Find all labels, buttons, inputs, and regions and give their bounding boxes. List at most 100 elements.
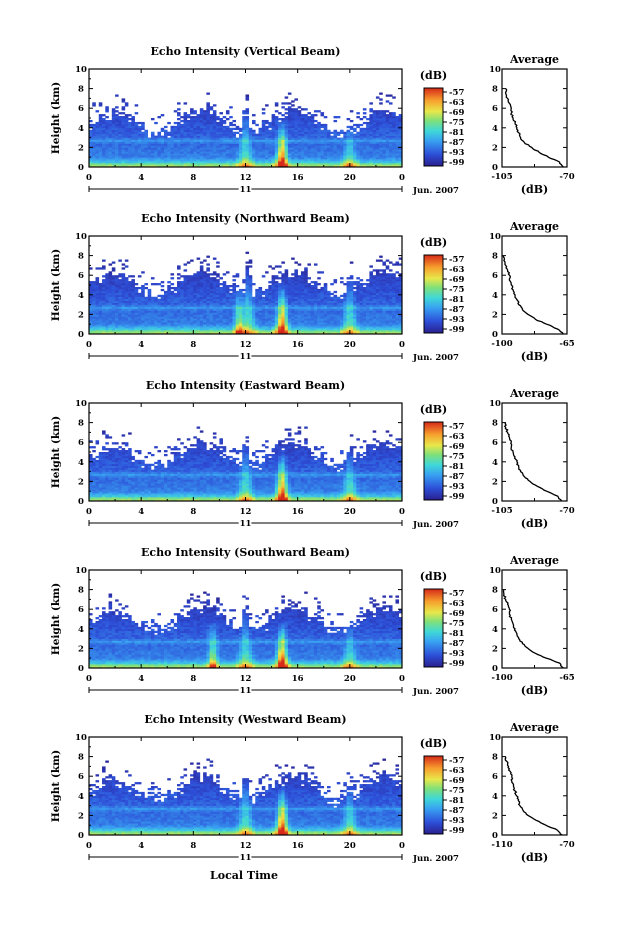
heatmap-cell [333, 330, 338, 333]
heatmap-cell [216, 286, 220, 290]
heatmap-cell [375, 151, 380, 154]
heatmap-cell [206, 106, 210, 109]
heatmap-cell [115, 318, 119, 321]
heatmap-cell [291, 149, 295, 152]
heatmap-cell [170, 316, 175, 319]
heatmap-cell [265, 292, 269, 296]
heatmap-cell [392, 153, 396, 156]
heatmap-cell [134, 298, 139, 301]
heatmap-cell [323, 159, 328, 162]
heatmap-cell [242, 326, 246, 329]
heatmap-cell [89, 316, 93, 319]
heatmap-cell [366, 279, 370, 282]
heatmap-cell [327, 153, 331, 156]
heatmap-cell [154, 300, 158, 303]
heatmap-cell [388, 157, 393, 160]
heatmap-cell [229, 308, 233, 311]
heatmap-cell [190, 324, 194, 327]
heatmap-cell [216, 308, 220, 311]
heatmap-cell [225, 330, 230, 333]
heatmap-cell [89, 302, 93, 305]
heatmap-cell [274, 310, 279, 313]
heatmap-cell [170, 296, 175, 300]
heatmap-cell [362, 304, 367, 307]
heatmap-cell [359, 290, 364, 294]
heatmap-cell [398, 135, 403, 138]
heatmap-cell [294, 163, 298, 166]
heatmap-cell [284, 137, 289, 140]
heatmap-cell [313, 131, 318, 134]
heatmap-cell [124, 316, 129, 319]
heatmap-cell [134, 121, 139, 125]
heatmap-cell [385, 157, 390, 160]
heatmap-cell [95, 290, 100, 294]
heatmap-cell [304, 304, 308, 307]
heatmap-cell [375, 119, 380, 123]
heatmap-cell [252, 157, 256, 160]
heatmap-cell [356, 125, 360, 129]
heatmap-cell [141, 285, 145, 288]
heatmap-cell [258, 306, 263, 309]
heatmap-cell [278, 283, 282, 286]
heatmap-cell [369, 143, 373, 146]
heatmap-cell [287, 290, 292, 294]
heatmap-cell [121, 165, 126, 168]
heatmap-cell [212, 288, 217, 292]
heatmap-cell [362, 326, 367, 329]
heatmap-cell [310, 304, 315, 307]
heatmap-cell [170, 157, 175, 160]
heatmap-cell [242, 163, 246, 166]
heatmap-cell [118, 298, 122, 301]
heatmap-cell [274, 330, 279, 333]
heatmap-cell [307, 308, 312, 311]
heatmap-cell [366, 135, 370, 138]
heatmap-cell [102, 149, 106, 152]
heatmap-cell [134, 306, 139, 309]
heatmap-cell [173, 151, 178, 154]
heatmap-cell [150, 320, 155, 323]
heatmap-cell [327, 292, 331, 296]
heatmap-cell [379, 149, 383, 152]
heatmap-cell [92, 308, 96, 311]
heatmap-cell [118, 116, 122, 119]
heatmap-cell [287, 125, 292, 129]
heatmap-cell [284, 163, 289, 166]
heatmap-cell [245, 281, 250, 284]
heatmap-cell [203, 306, 207, 309]
heatmap-cell [118, 153, 122, 156]
heatmap-cell [388, 123, 393, 127]
heatmap-cell [346, 141, 351, 144]
heatmap-cell [180, 296, 184, 300]
heatmap-cell [141, 286, 145, 290]
heatmap-cell [366, 165, 370, 168]
heatmap-cell [388, 119, 393, 123]
heatmap-cell [343, 320, 347, 323]
heatmap-cell [203, 159, 207, 162]
heatmap-cell [154, 310, 158, 313]
heatmap-cell [102, 302, 106, 305]
heatmap-cell [327, 322, 331, 325]
heatmap-cell [141, 310, 145, 313]
heatmap-cell [284, 165, 289, 168]
heatmap-cell [375, 292, 380, 296]
heatmap-cell [222, 133, 227, 136]
heatmap-cell [252, 314, 256, 317]
heatmap-cell [186, 159, 191, 162]
heatmap-cell [310, 326, 315, 329]
day-label: 11 [240, 185, 252, 195]
heatmap-cell [284, 121, 289, 125]
heatmap-cell [190, 163, 194, 166]
heatmap-cell [281, 294, 285, 298]
heatmap-cell [225, 304, 230, 307]
heatmap-cell [190, 143, 194, 146]
heatmap-cell [313, 304, 318, 307]
heatmap-cell [186, 277, 191, 280]
heatmap-cell [353, 153, 357, 156]
heatmap-cell [323, 135, 328, 138]
heatmap-cell [317, 129, 321, 133]
heatmap-cell [372, 159, 377, 162]
heatmap-cell [128, 131, 132, 134]
heatmap-cell [157, 306, 162, 309]
heatmap-cell [369, 123, 373, 127]
heatmap-cell [222, 147, 227, 150]
